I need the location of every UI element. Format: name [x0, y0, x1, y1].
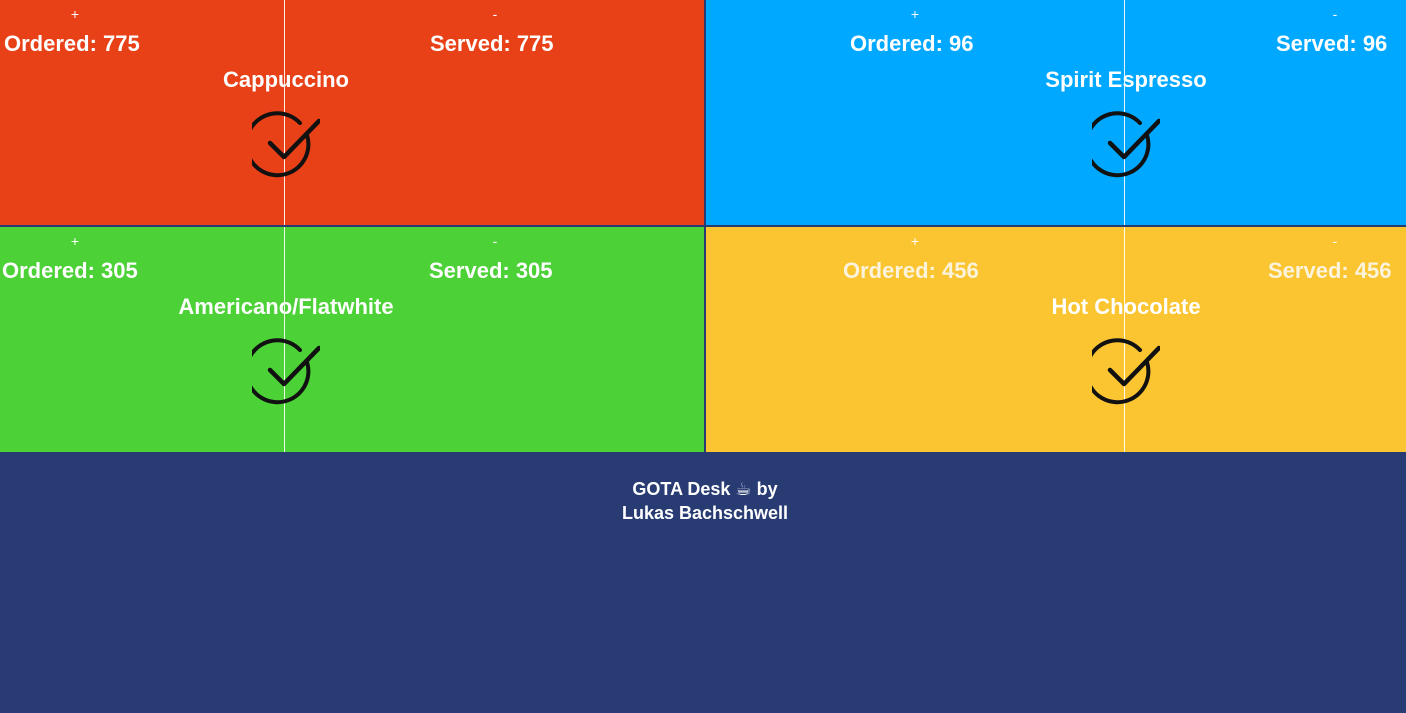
served-count: Served: 775 — [430, 31, 554, 56]
minus-label: - — [492, 6, 498, 22]
drink-name: Cappuccino — [223, 67, 349, 92]
check-circle-icon — [252, 338, 320, 405]
ordered-count: Ordered: 96 — [850, 31, 974, 56]
credit-line-author: Lukas Bachschwell — [621, 503, 789, 523]
drink-tile-americano-flatwhite: + Ordered: 305 - Served: 305 Americano/F… — [0, 227, 704, 452]
minus-label: - — [492, 233, 498, 249]
plus-label: + — [70, 233, 80, 249]
drink-name: Spirit Espresso — [1045, 67, 1207, 92]
drink-tile-hot-chocolate: + Ordered: 456 - Served: 456 Hot Chocola… — [706, 227, 1406, 452]
ordered-count: Ordered: 775 — [4, 31, 140, 56]
credit-text: GOTA Desk ☕ by Lukas Bachschwell — [0, 477, 1406, 525]
drink-name: Hot Chocolate — [1051, 294, 1201, 319]
served-count: Served: 96 — [1276, 31, 1388, 56]
served-count: Served: 305 — [429, 258, 553, 283]
minus-label: - — [1332, 233, 1338, 249]
ordered-count: Ordered: 305 — [2, 258, 138, 283]
drink-tile-cappuccino: + Ordered: 775 - Served: 775 Cappuccino — [0, 0, 704, 225]
plus-label: + — [70, 6, 80, 22]
credit-line-app: GOTA Desk ☕ by — [632, 479, 778, 499]
check-circle-icon — [252, 111, 320, 178]
drink-name: Americano/Flatwhite — [178, 294, 394, 319]
footer: GOTA Desk ☕ by Lukas Bachschwell — [0, 452, 1406, 713]
check-circle-icon — [1092, 111, 1160, 178]
drink-grid: + Ordered: 775 - Served: 775 Cappuccino … — [0, 0, 1406, 452]
plus-label: + — [910, 6, 920, 22]
minus-label: - — [1332, 6, 1338, 22]
ordered-count: Ordered: 456 — [843, 258, 979, 283]
served-count: Served: 456 — [1268, 258, 1392, 283]
check-circle-icon — [1092, 338, 1160, 405]
drink-tile-spirit-espresso: + Ordered: 96 - Served: 96 Spirit Espres… — [706, 0, 1406, 225]
plus-label: + — [910, 233, 920, 249]
